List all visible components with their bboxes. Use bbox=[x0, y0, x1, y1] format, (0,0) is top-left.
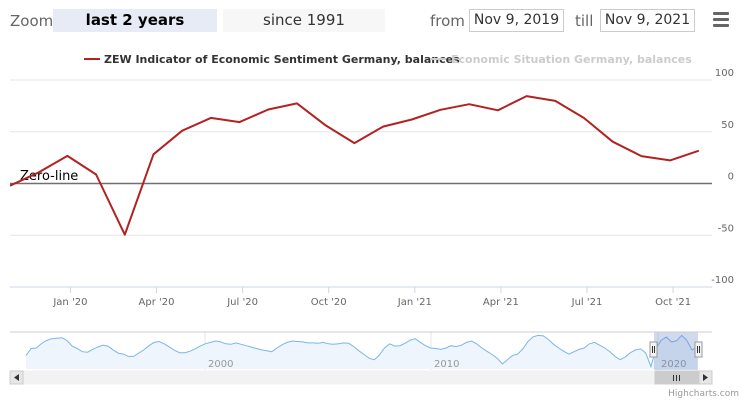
x-tick-label: Oct '21 bbox=[655, 297, 691, 308]
navigator-label: 2010 bbox=[434, 359, 459, 370]
zero-line-label: Zero-line bbox=[20, 169, 78, 184]
zoom-label: Zoom bbox=[10, 12, 54, 30]
scrollbar-track[interactable] bbox=[9, 370, 713, 385]
y-tick-label: -50 bbox=[718, 223, 734, 234]
till-date-input[interactable]: Nov 9, 2021 bbox=[600, 9, 695, 32]
navigator-label: 2020 bbox=[661, 359, 686, 370]
y-axis-ticks: 100 50 0 -50 -100 bbox=[711, 68, 734, 286]
x-tick-label: Oct '20 bbox=[311, 297, 347, 308]
legend-item-series-1[interactable]: ZEW Indicator of Economic Sentiment Germ… bbox=[84, 53, 460, 66]
scrollbar-thumb[interactable] bbox=[654, 370, 699, 385]
x-tick-label: Apr '20 bbox=[139, 297, 175, 308]
y-tick-label: 100 bbox=[715, 68, 734, 79]
legend-label-series-1: ZEW Indicator of Economic Sentiment Germ… bbox=[104, 53, 460, 66]
scrollbar[interactable] bbox=[9, 370, 713, 385]
x-tick-label: Jul '21 bbox=[571, 297, 603, 308]
x-tick-label: Jul '20 bbox=[226, 297, 258, 308]
arrow-left-icon[interactable] bbox=[9, 370, 24, 385]
grip-icon bbox=[673, 375, 680, 381]
navigator-area bbox=[26, 335, 697, 369]
series-1-line[interactable] bbox=[9, 95, 700, 236]
range-button-2-years[interactable]: last 2 years bbox=[53, 9, 217, 32]
navigator-label: 2000 bbox=[208, 359, 233, 370]
legend[interactable]: ZEW Indicator of Economic Sentiment Germ… bbox=[84, 53, 692, 66]
y-tick-label: -100 bbox=[711, 275, 734, 286]
x-axis-ticks: Jan '20 Apr '20 Jul '20 Oct '20 Jan '21 Apr '… bbox=[52, 287, 691, 308]
arrow-right-icon[interactable] bbox=[698, 370, 713, 385]
navigator[interactable]: 2000 2010 2020 bbox=[10, 331, 712, 370]
from-date-input[interactable]: Nov 9, 2019 bbox=[469, 9, 564, 32]
navigator-handle-right[interactable] bbox=[694, 341, 703, 358]
legend-item-series-2[interactable]: Economic Situation Germany, balances bbox=[430, 53, 692, 66]
legend-label-series-2: Economic Situation Germany, balances bbox=[451, 53, 692, 66]
y-tick-label: 0 bbox=[728, 172, 734, 183]
series-line-group bbox=[9, 95, 700, 236]
till-label: till bbox=[575, 12, 594, 30]
hamburger-menu-icon[interactable] bbox=[713, 12, 729, 28]
credits-link[interactable]: Highcharts.com bbox=[668, 389, 739, 399]
y-tick-label: 50 bbox=[721, 120, 734, 131]
navigator-labels: 2000 2010 2020 bbox=[208, 359, 686, 370]
from-label: from bbox=[430, 12, 465, 30]
x-tick-label: Apr '21 bbox=[483, 297, 519, 308]
x-tick-label: Jan '20 bbox=[52, 297, 87, 308]
x-tick-label: Jan '21 bbox=[397, 297, 432, 308]
navigator-selected-range[interactable] bbox=[654, 332, 698, 370]
navigator-line bbox=[25, 334, 698, 369]
range-button-since-1991[interactable]: since 1991 bbox=[223, 9, 385, 32]
navigator-handle-left[interactable] bbox=[649, 341, 658, 358]
